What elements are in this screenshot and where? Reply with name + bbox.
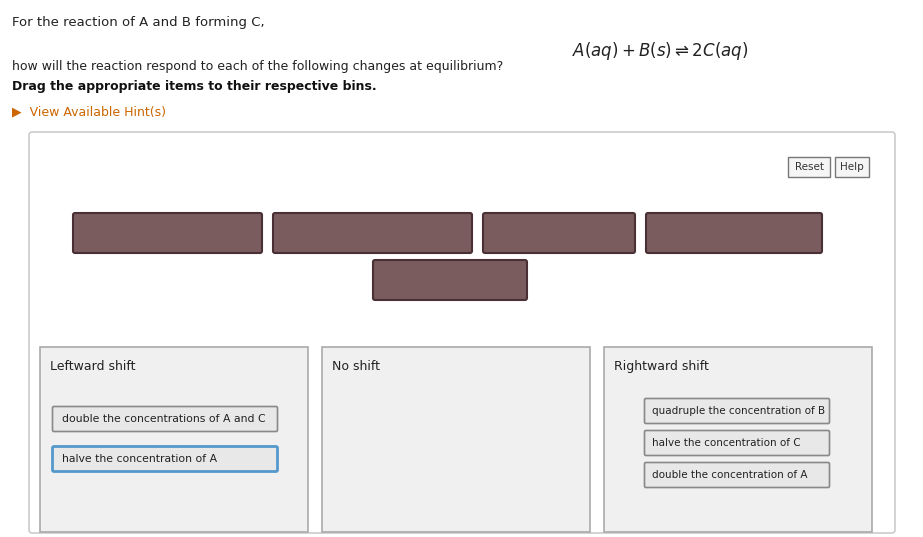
FancyBboxPatch shape <box>373 260 527 300</box>
Text: quadruple the concentration of B: quadruple the concentration of B <box>652 406 825 416</box>
FancyBboxPatch shape <box>835 157 869 177</box>
Text: For the reaction of A and B forming C,: For the reaction of A and B forming C, <box>12 16 265 29</box>
Text: Reset: Reset <box>795 162 823 172</box>
Text: No shift: No shift <box>332 360 380 373</box>
FancyBboxPatch shape <box>322 347 590 532</box>
Text: Drag the appropriate items to their respective bins.: Drag the appropriate items to their resp… <box>12 80 377 93</box>
FancyBboxPatch shape <box>73 213 262 253</box>
FancyBboxPatch shape <box>646 213 822 253</box>
FancyBboxPatch shape <box>788 157 830 177</box>
Text: how will the reaction respond to each of the following changes at equilibrium?: how will the reaction respond to each of… <box>12 60 503 73</box>
Text: ▶  View Available Hint(s): ▶ View Available Hint(s) <box>12 105 166 118</box>
FancyBboxPatch shape <box>644 462 830 488</box>
FancyBboxPatch shape <box>53 446 278 471</box>
FancyBboxPatch shape <box>273 213 472 253</box>
Text: Help: Help <box>840 162 864 172</box>
Text: halve the concentration of A: halve the concentration of A <box>62 454 217 464</box>
Text: halve the concentration of C: halve the concentration of C <box>652 438 800 448</box>
FancyBboxPatch shape <box>483 213 635 253</box>
FancyBboxPatch shape <box>53 407 278 432</box>
FancyBboxPatch shape <box>644 431 830 455</box>
FancyBboxPatch shape <box>644 398 830 424</box>
Text: Rightward shift: Rightward shift <box>614 360 709 373</box>
FancyBboxPatch shape <box>40 347 308 532</box>
Text: Leftward shift: Leftward shift <box>50 360 136 373</box>
Text: double the concentration of A: double the concentration of A <box>652 470 808 480</box>
Text: $A(aq) + B(s) \rightleftharpoons 2C(aq)$: $A(aq) + B(s) \rightleftharpoons 2C(aq)$ <box>572 40 749 62</box>
FancyBboxPatch shape <box>29 132 895 533</box>
FancyBboxPatch shape <box>604 347 872 532</box>
Text: double the concentrations of A and C: double the concentrations of A and C <box>62 414 266 424</box>
